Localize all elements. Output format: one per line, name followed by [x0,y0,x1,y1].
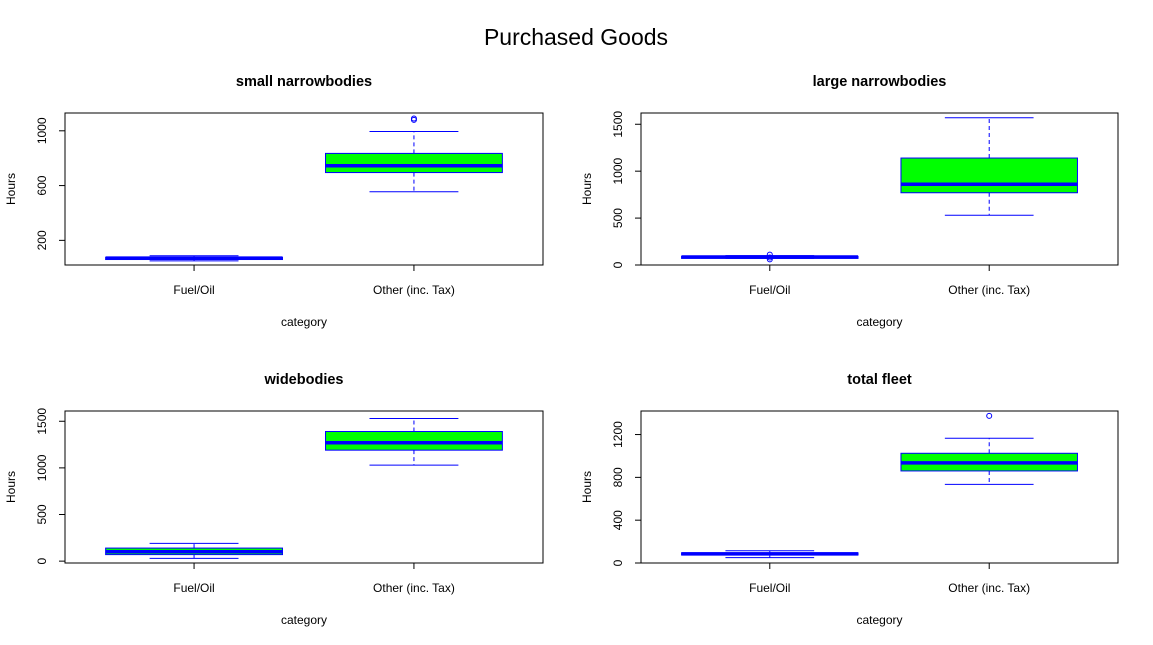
boxplot-0 [681,550,859,559]
y-tick-label: 600 [35,175,49,195]
y-tick-label: 1200 [611,421,625,448]
y-tick-label: 0 [611,559,625,566]
y-tick-label: 0 [35,557,49,564]
panel-1: large narrowbodies 0 500 1000 1500 Hours Fuel/… [580,74,1119,329]
y-axis-label: Hours [4,471,18,503]
x-tick-label: Fuel/Oil [173,581,214,595]
boxplot-1 [325,417,503,466]
panel-title: widebodies [264,372,344,388]
panel-2: widebodies 0 500 1000 1500 Hours Fuel/Oil Other… [4,372,544,627]
y-tick-label: 1000 [35,117,49,144]
x-tick-label: Other (inc. Tax) [373,581,455,595]
panel-title: large narrowbodies [813,74,947,90]
plot-frame [64,410,544,564]
boxplot-0 [681,251,859,263]
x-axis-label: category [281,315,327,329]
outlier-point [986,412,993,419]
y-tick-label: 1500 [611,111,625,138]
y-axis-label: Hours [580,173,594,205]
outlier-point [766,254,773,261]
panel-title: small narrowbodies [236,74,372,90]
y-axis-label: Hours [580,471,594,503]
x-tick-label: Fuel/Oil [749,283,790,297]
y-tick-label: 200 [35,230,49,250]
boxplot-0 [105,255,283,262]
x-tick-label: Fuel/Oil [749,581,790,595]
y-tick-label: 1000 [611,158,625,185]
y-axis-label: Hours [4,173,18,205]
figure-title: Purchased Goods [484,24,668,50]
outlier-point [410,115,417,122]
iqr-box [325,152,503,174]
x-tick-label: Fuel/Oil [173,283,214,297]
x-axis-label: category [281,613,327,627]
iqr-box [900,157,1078,194]
boxplot-1 [900,117,1078,216]
boxplot-1 [900,412,1078,485]
iqr-box [325,431,503,451]
y-tick-label: 1500 [35,408,49,435]
plot-frame [640,410,1119,564]
panel-3: total fleet 0 400 800 1200 Hours Fuel/Oil Other… [580,372,1119,627]
x-tick-label: Other (inc. Tax) [948,283,1030,297]
x-axis-label: category [856,613,902,627]
y-tick-label: 1000 [35,454,49,481]
panel-0: small narrowbodies 200 600 1000 Hours Fuel/Oi… [4,74,544,329]
boxplot-0 [105,542,283,559]
boxplot-1 [325,115,503,193]
outlier-point [766,251,773,258]
plot-frame [640,112,1119,266]
x-tick-label: Other (inc. Tax) [373,283,455,297]
y-tick-label: 500 [35,504,49,524]
x-axis-label: category [856,315,902,329]
y-tick-label: 500 [611,208,625,228]
y-tick-label: 0 [611,261,625,268]
x-tick-label: Other (inc. Tax) [948,581,1030,595]
panel-title: total fleet [847,372,912,388]
plot-frame [64,112,544,266]
y-tick-label: 800 [611,467,625,487]
y-tick-label: 400 [611,510,625,530]
